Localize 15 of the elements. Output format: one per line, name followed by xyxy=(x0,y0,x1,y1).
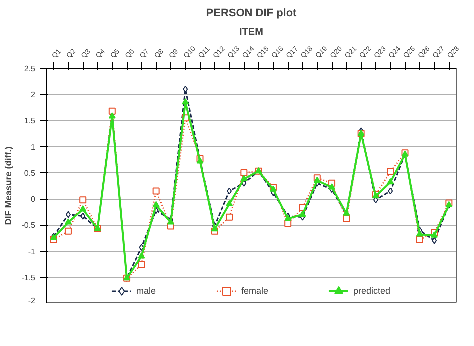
y-tick-label: -0.5 xyxy=(22,221,36,230)
y-tick-label: 1.5 xyxy=(24,116,36,126)
y-tick-label: 0.5 xyxy=(24,168,36,178)
y-tick-label: -1.5 xyxy=(22,273,36,282)
x-axis-title: ITEM xyxy=(240,27,264,38)
y-tick-label: 2.5 xyxy=(24,64,36,74)
y-tick-label: 1 xyxy=(31,142,36,152)
legend-label: predicted xyxy=(353,286,391,296)
y-axis-title: DIF Measure (diff.) xyxy=(4,146,14,226)
y-tick-label: 2 xyxy=(31,90,36,100)
legend-label: female xyxy=(241,286,268,296)
y-tick-label: 0 xyxy=(31,195,36,204)
y-tick-label: -1 xyxy=(28,247,36,256)
chart-title: PERSON DIF plot xyxy=(206,8,298,20)
legend-label: male xyxy=(136,286,156,296)
